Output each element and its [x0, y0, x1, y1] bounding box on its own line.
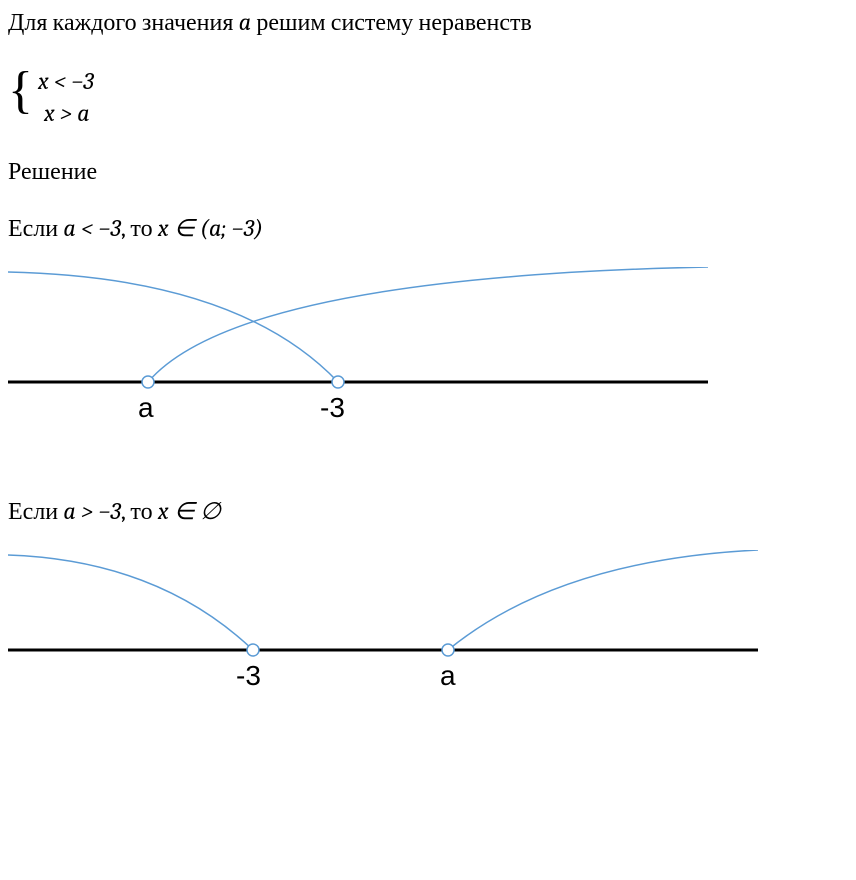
case2-empty: ∅: [200, 497, 221, 525]
title-prefix: Для каждого значения: [8, 8, 239, 36]
title-param: a: [239, 8, 251, 36]
inequality-system: { x < −3 x > a: [8, 65, 848, 129]
diagram-2: -3 a: [8, 550, 848, 705]
label-a-2: a: [440, 660, 456, 691]
case1-in: ∈: [169, 214, 200, 242]
case2-in: ∈: [169, 497, 200, 525]
case2-result: x: [158, 497, 169, 525]
case1-result: x: [158, 214, 169, 242]
diagram-1: a -3: [8, 267, 848, 447]
diagram-2-svg: -3 a: [8, 550, 758, 705]
problem-title: Для каждого значения a решим систему нер…: [8, 8, 848, 37]
system-row-2: x > a: [38, 97, 848, 129]
point-a: [142, 376, 154, 388]
case2-var: a: [63, 497, 75, 525]
system-content: x < −3 x > a: [12, 65, 848, 129]
curve-left-2: [8, 555, 253, 650]
case1-op: <: [76, 214, 99, 242]
case2-op: >: [76, 497, 99, 525]
curve-right: [148, 267, 708, 382]
case1-comma: ,: [121, 214, 130, 242]
solution-heading: Решение: [8, 157, 848, 186]
case1-val: −3: [98, 214, 121, 242]
curve-right-2: [448, 550, 758, 650]
title-suffix: решим систему неравенств: [251, 8, 532, 36]
case2-val: −3: [98, 497, 121, 525]
label-neg3: -3: [320, 392, 345, 423]
diagram-1-svg: a -3: [8, 267, 708, 447]
curve-left: [8, 272, 338, 382]
case2-then: то: [130, 497, 157, 525]
system-row-1: x < −3: [38, 65, 848, 97]
case1-then: то: [130, 214, 157, 242]
system-brace: {: [8, 65, 33, 117]
point-a-2: [442, 644, 454, 656]
case1-interval: (a; −3): [200, 214, 263, 242]
label-a: a: [138, 392, 154, 423]
point-neg3: [332, 376, 344, 388]
label-neg3-2: -3: [236, 660, 261, 691]
case1-if: Если: [8, 214, 63, 242]
case2-if: Если: [8, 497, 63, 525]
case-2-text: Если a > −3, то x ∈ ∅: [8, 497, 848, 526]
case1-var: a: [63, 214, 75, 242]
case2-comma: ,: [121, 497, 130, 525]
point-neg3-2: [247, 644, 259, 656]
case-1-text: Если a < −3, то x ∈ (a; −3): [8, 214, 848, 243]
